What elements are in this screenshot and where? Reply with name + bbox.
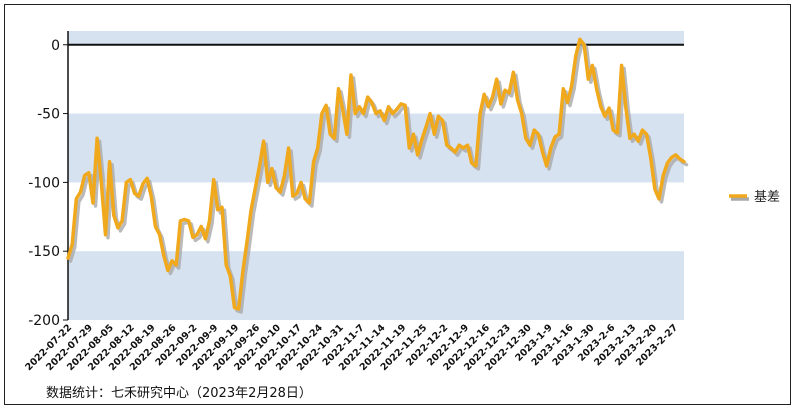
legend-label: 基差 — [754, 190, 780, 205]
legend: 基差 — [729, 190, 780, 205]
plot-bands — [68, 31, 684, 320]
x-axis: 2022-07-222022-07-292022-08-052022-08-12… — [23, 322, 680, 373]
series-layer — [66, 37, 689, 314]
y-tick-label: 0 — [51, 38, 60, 54]
series-line-basis — [66, 37, 686, 311]
source-note: 数据统计：七禾研究中心（2023年2月28日） — [46, 386, 312, 401]
y-tick-label: -100 — [28, 175, 60, 191]
grid-band — [68, 113, 684, 183]
y-tick-label: -50 — [37, 107, 60, 123]
grid-band — [68, 31, 684, 45]
chart-frame — [4, 4, 791, 405]
grid-band — [68, 251, 684, 320]
y-tick-label: -150 — [28, 244, 60, 260]
y-tick-label: -200 — [28, 313, 60, 329]
